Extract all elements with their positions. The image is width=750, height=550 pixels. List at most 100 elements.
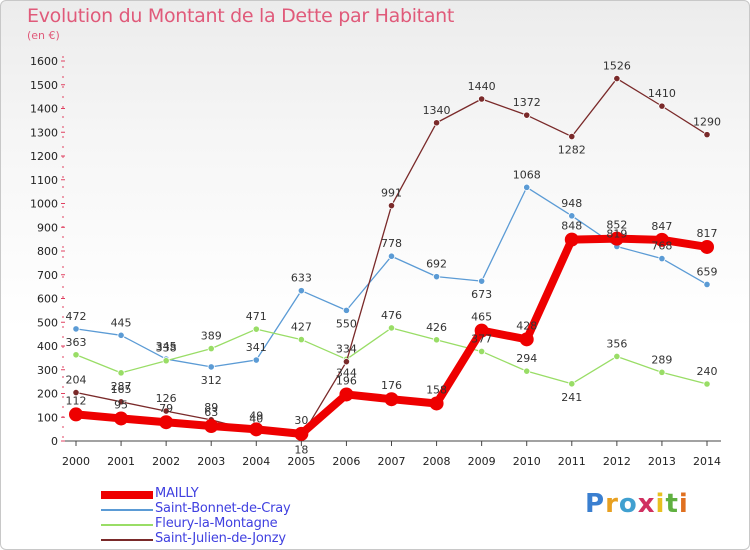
data-point bbox=[613, 74, 621, 83]
data-label: 445 bbox=[111, 316, 132, 329]
x-tick-label: 2010 bbox=[513, 455, 541, 468]
data-point bbox=[523, 111, 531, 119]
data-label: 196 bbox=[336, 374, 357, 387]
data-point bbox=[117, 398, 125, 406]
data-point bbox=[613, 352, 621, 361]
data-label: 819 bbox=[606, 227, 627, 240]
data-point bbox=[568, 212, 576, 220]
data-label: 1068 bbox=[513, 168, 541, 181]
data-point bbox=[252, 356, 260, 364]
data-point bbox=[339, 387, 354, 402]
data-point bbox=[384, 392, 399, 407]
data-label: 471 bbox=[246, 310, 267, 323]
data-label: 633 bbox=[291, 272, 312, 285]
data-label: 948 bbox=[561, 197, 582, 210]
data-point bbox=[114, 411, 129, 426]
data-label: 692 bbox=[426, 258, 447, 271]
legend-item-saint-bonnet-de-cray: Saint-Bonnet-de-Cray bbox=[101, 501, 361, 517]
legend-label: Saint-Bonnet-de-Cray bbox=[155, 501, 291, 516]
x-tick-label: 2012 bbox=[603, 455, 631, 468]
data-label: 312 bbox=[201, 374, 222, 387]
proxiti-logo: Proxiti bbox=[585, 489, 689, 519]
data-point bbox=[207, 345, 215, 353]
legend-swatch bbox=[101, 509, 153, 511]
data-label: 673 bbox=[471, 288, 492, 301]
series-layer bbox=[69, 74, 714, 441]
series-mailly bbox=[69, 231, 714, 441]
data-point bbox=[478, 277, 486, 285]
data-label: 356 bbox=[606, 337, 627, 350]
data-point bbox=[703, 131, 711, 139]
y-tick-label: 1500 bbox=[30, 79, 58, 92]
data-point bbox=[387, 202, 396, 210]
data-label: 165 bbox=[111, 383, 132, 396]
y-tick-label: 1400 bbox=[30, 103, 58, 116]
y-tick-label: 1000 bbox=[30, 198, 58, 211]
x-tick-label: 2004 bbox=[242, 455, 270, 468]
logo-letter: i bbox=[678, 489, 689, 519]
x-tick-label: 2001 bbox=[107, 455, 135, 468]
data-point bbox=[523, 367, 531, 375]
y-tick-label: 0 bbox=[51, 435, 58, 448]
data-labels-layer: 112 95 79 63 49 30 196 176 158 465 428 848 852 847 817… bbox=[66, 60, 722, 457]
data-label: 427 bbox=[291, 321, 312, 334]
data-point bbox=[474, 323, 489, 338]
data-label: 49 bbox=[249, 409, 263, 422]
x-tick-label: 2014 bbox=[693, 455, 721, 468]
data-point bbox=[207, 363, 215, 371]
x-tick-label: 2006 bbox=[332, 455, 360, 468]
data-point bbox=[432, 119, 441, 127]
data-label: 289 bbox=[651, 353, 672, 366]
data-label: 1440 bbox=[468, 80, 496, 93]
chart-title: Evolution du Montant de la Dette par Hab… bbox=[27, 5, 455, 27]
y-tick-label: 300 bbox=[37, 364, 58, 377]
data-point bbox=[700, 239, 714, 254]
y-tick-label: 500 bbox=[37, 316, 58, 329]
x-tick-label: 2003 bbox=[197, 455, 225, 468]
data-label: 659 bbox=[697, 265, 718, 278]
x-tick-label: 2013 bbox=[648, 455, 676, 468]
data-point bbox=[478, 347, 486, 356]
data-point bbox=[658, 102, 666, 110]
data-label: 1526 bbox=[603, 60, 631, 73]
data-label: 817 bbox=[697, 227, 718, 240]
data-point bbox=[387, 252, 396, 260]
series-line bbox=[75, 327, 708, 385]
data-label: 428 bbox=[516, 319, 537, 332]
labels-saint-julien-de-jonzy: 204 165 126 89 40 18 334 991 1340 1440 1372 1282 152… bbox=[66, 60, 722, 457]
x-tick-label: 2008 bbox=[423, 455, 451, 468]
data-label: 40 bbox=[249, 413, 263, 426]
legend-label: MAILLY bbox=[155, 486, 199, 501]
data-label: 363 bbox=[66, 336, 87, 349]
labels-saint-bonnet-de-cray: 472 445 345 312 341 633 550 778 692 673 1068 948 819… bbox=[66, 168, 718, 387]
data-point bbox=[72, 351, 80, 359]
data-point bbox=[297, 335, 305, 344]
data-point bbox=[249, 422, 264, 437]
data-label: 778 bbox=[381, 237, 402, 250]
y-tick-label: 1600 bbox=[30, 55, 58, 68]
data-label: 472 bbox=[66, 310, 87, 323]
x-tick-label: 2005 bbox=[287, 455, 315, 468]
data-label: 287 bbox=[111, 380, 132, 393]
data-label: 426 bbox=[426, 321, 447, 334]
data-label: 1290 bbox=[693, 116, 721, 129]
y-tick-label: 200 bbox=[37, 388, 58, 401]
x-tick-label: 2002 bbox=[152, 455, 180, 468]
data-label: 341 bbox=[246, 341, 267, 354]
legend-swatch bbox=[101, 524, 153, 526]
data-label: 241 bbox=[561, 391, 582, 404]
data-point bbox=[297, 287, 305, 295]
data-point bbox=[564, 232, 579, 247]
data-label: 389 bbox=[201, 330, 222, 343]
data-point bbox=[432, 273, 441, 281]
logo-letter: i bbox=[655, 489, 666, 519]
series-fleury-la-montagne bbox=[72, 324, 711, 388]
data-point bbox=[204, 419, 219, 434]
data-label: 991 bbox=[381, 187, 402, 200]
logo-letter: P bbox=[585, 489, 606, 519]
data-point bbox=[159, 415, 174, 430]
y-tick-label: 1300 bbox=[30, 126, 58, 139]
chart-unit: (en €) bbox=[27, 29, 60, 42]
data-point bbox=[387, 324, 396, 332]
